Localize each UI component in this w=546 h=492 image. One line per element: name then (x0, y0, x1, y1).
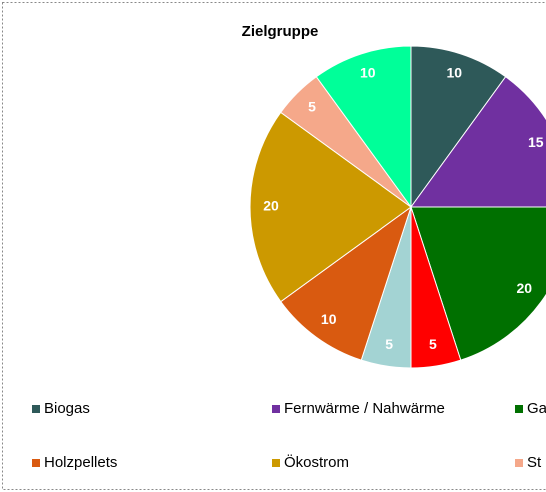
value-label: 20 (516, 280, 532, 296)
legend-label: St (527, 454, 542, 471)
legend-swatch (515, 459, 523, 467)
value-label: 20 (263, 198, 279, 214)
value-label: 5 (308, 99, 316, 115)
legend-label: Ökostrom (284, 453, 349, 471)
pie-slice (410, 206, 546, 361)
value-label: 10 (360, 65, 376, 81)
legend-label: Fernwärme / Nahwärme (284, 400, 445, 417)
chart-title: Zielgruppe (242, 23, 319, 40)
legend-label: Holzpellets (44, 454, 117, 471)
legend-swatch (32, 459, 40, 467)
value-label: 10 (321, 311, 337, 327)
legend-swatch (272, 459, 280, 467)
legend-label: Biogas (44, 400, 90, 417)
pie-slice (410, 45, 507, 209)
value-label: 5 (429, 336, 437, 352)
legend-swatch (515, 405, 523, 413)
value-label: 10 (446, 65, 462, 81)
pie-slice (249, 111, 412, 303)
pie-slice (315, 45, 412, 209)
legend-label: Ga (527, 400, 546, 417)
value-label: 15 (528, 134, 544, 150)
pie-slice (410, 76, 546, 208)
pie-slice (280, 205, 412, 361)
value-label: 5 (385, 336, 393, 352)
legend-swatch (272, 405, 280, 413)
legend-swatch (32, 405, 40, 413)
